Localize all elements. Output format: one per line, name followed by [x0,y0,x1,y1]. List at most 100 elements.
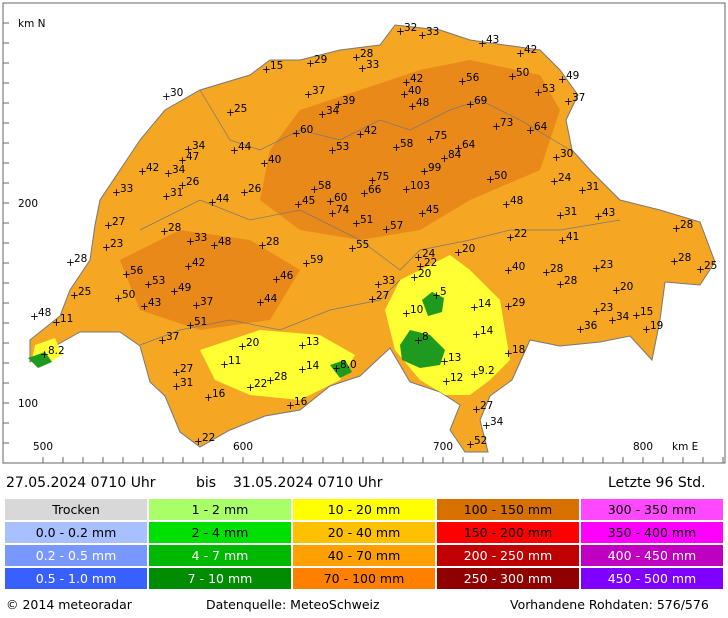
station-marker: + [506,232,515,244]
station-value: 24 [558,172,572,184]
period-sep: bis [196,475,217,491]
period-window: Letzte 96 Std. [608,475,706,491]
station-value: 34 [172,164,186,176]
station-marker: + [302,258,311,270]
station-marker: + [238,341,247,353]
station-marker: + [172,381,181,393]
station-value: 64 [462,139,476,151]
station-marker: + [158,335,167,347]
station-marker: + [186,320,195,332]
station-marker: + [170,286,179,298]
legend-cell: Trocken [5,499,147,520]
station-value: 22 [424,257,437,269]
station-marker: + [298,340,307,352]
station-marker: + [592,263,601,275]
station-value: 20 [620,281,633,293]
station-marker: + [592,306,601,318]
station-value: 33 [194,232,207,244]
station-value: 37 [312,85,325,97]
station-value: 44 [264,293,278,305]
station-marker: + [356,129,365,141]
legend-cell: 400 - 450 mm [581,545,723,566]
station-value: 19 [650,320,663,332]
station-value: 28 [74,253,87,265]
station-value: 48 [38,307,51,319]
station-marker: + [172,367,181,379]
station-value: 53 [542,83,555,95]
station-marker: + [564,96,573,108]
station-marker: + [414,335,423,347]
station-value: 56 [466,72,480,84]
station-marker: + [260,158,269,170]
station-marker: + [178,155,187,167]
station-marker: + [508,71,517,83]
station-value: 14 [480,325,494,337]
station-marker: + [426,134,435,146]
station-value: 51 [360,214,373,226]
station-value: 37 [200,296,213,308]
legend-cell: 40 - 70 mm [293,545,435,566]
station-value: 73 [500,117,513,129]
x-label: 700 [433,441,453,453]
station-marker: + [558,235,567,247]
station-value: 42 [364,125,377,137]
station-marker: + [144,279,153,291]
station-value: 41 [566,231,579,243]
station-value: 8.0 [340,359,357,371]
station-value: 27 [112,216,125,228]
station-value: 42 [192,257,205,269]
station-marker: + [162,191,171,203]
station-value: 103 [410,180,430,192]
station-value: 28 [266,236,279,248]
station-marker: + [612,285,621,297]
station-value: 13 [448,352,461,364]
station-value: 75 [434,130,447,142]
station-marker: + [368,175,377,187]
station-marker: + [632,310,641,322]
station-value: 58 [400,138,413,150]
station-marker: + [408,101,417,113]
station-value: 28 [360,48,373,60]
station-value: 52 [474,435,487,447]
station-value: 13 [306,336,319,348]
station-marker: + [266,375,275,387]
station-marker: + [526,125,535,137]
station-marker: + [262,64,271,76]
station-marker: + [122,269,131,281]
station-value: 69 [474,95,487,107]
station-marker: + [440,356,449,368]
legend-cell: 70 - 100 mm [293,568,435,589]
station-marker: + [352,52,361,64]
station-value: 33 [366,59,379,71]
station-marker: + [558,74,567,86]
station-marker: + [272,274,281,286]
station-marker: + [420,166,429,178]
station-marker: + [440,153,449,165]
station-value: 47 [186,151,199,163]
station-value: 42 [146,162,159,174]
station-value: 59 [310,254,323,266]
station-marker: + [470,369,479,381]
station-value: 8 [422,331,429,343]
station-marker: + [310,184,319,196]
station-value: 23 [600,259,613,271]
canton-border [199,89,571,151]
station-marker: + [454,143,463,155]
station-value: 27 [376,290,389,302]
station-value: 23 [600,302,613,314]
station-marker: + [504,301,513,313]
station-value: 15 [270,60,283,72]
station-marker: + [608,315,617,327]
station-marker: + [114,293,123,305]
station-marker: + [194,436,203,448]
legend-cell: 350 - 400 mm [581,522,723,543]
station-marker: + [220,359,229,371]
station-value: 20 [246,337,259,349]
station-value: 18 [512,344,525,356]
station-value: 30 [170,87,183,99]
station-marker: + [70,290,79,302]
station-value: 60 [334,192,347,204]
station-value: 37 [572,92,585,104]
station-marker: + [400,89,409,101]
station-value: 84 [448,149,462,161]
